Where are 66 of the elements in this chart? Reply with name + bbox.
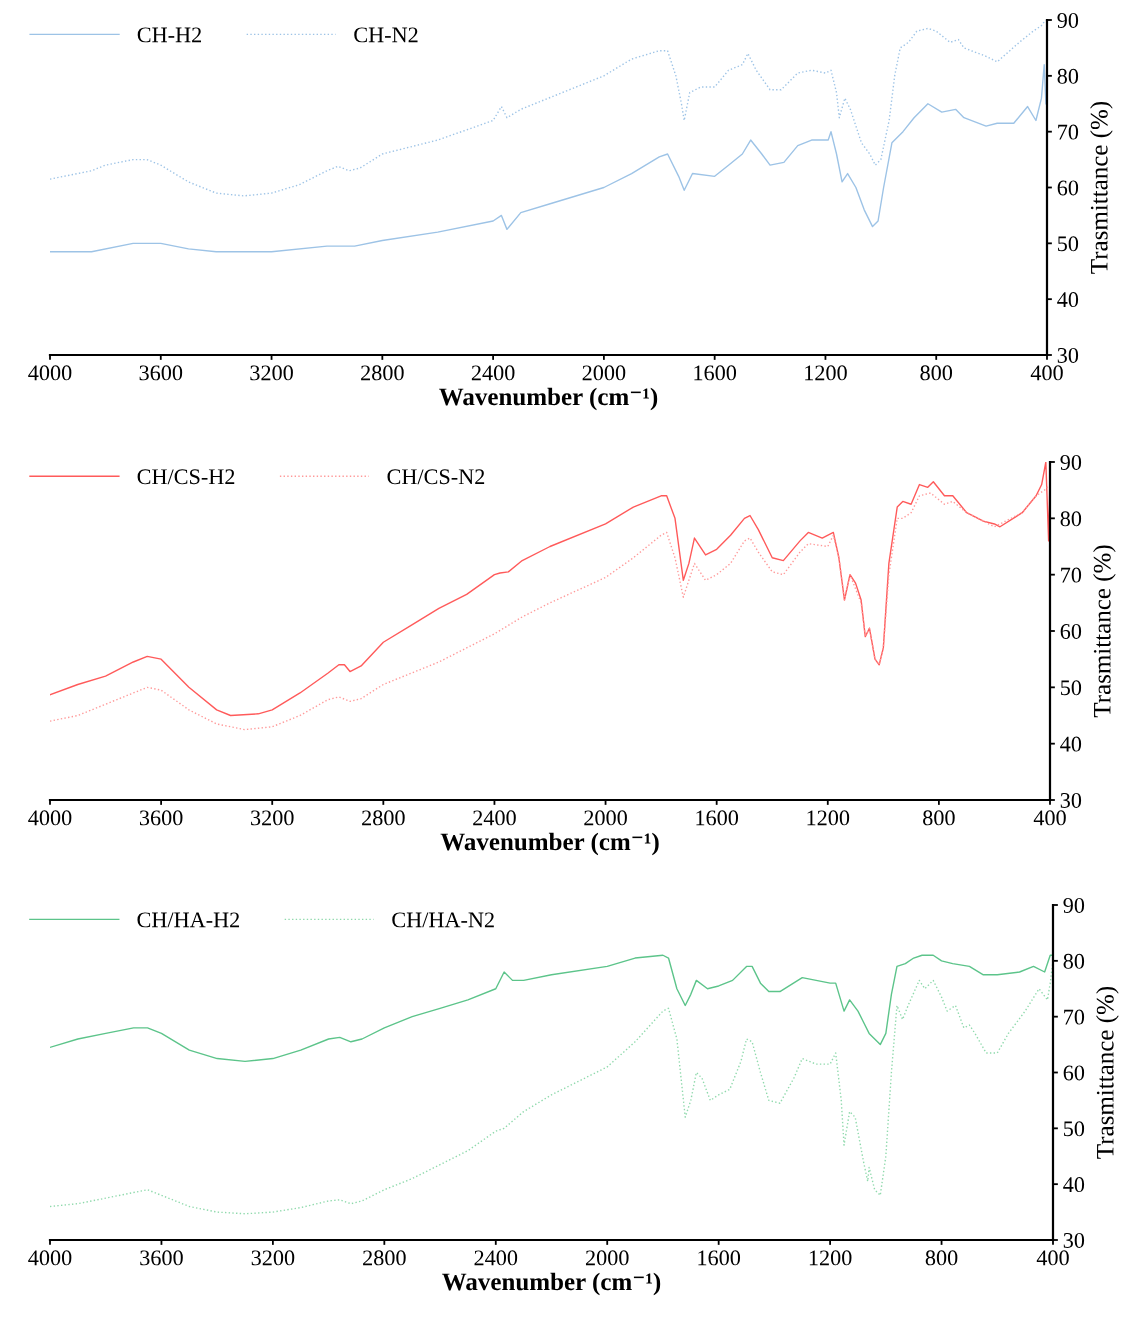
- x-tick-label: 2000: [585, 1250, 629, 1266]
- y-tick-label: 30: [1057, 347, 1079, 363]
- y-axis-title: Trasmittance (%): [1090, 101, 1113, 274]
- x-tick-label: 3200: [250, 365, 293, 381]
- y-tick-label: 70: [1061, 567, 1082, 583]
- x-tick-label: 2400: [473, 810, 516, 826]
- x-tick-label: 400: [1036, 1250, 1069, 1266]
- x-axis-title: Wavenumber (cm⁻¹): [439, 387, 658, 411]
- x-tick-label: 4000: [28, 365, 72, 381]
- y-tick-label: 30: [1060, 792, 1082, 808]
- y-tick-label: 70: [1064, 1009, 1085, 1025]
- legend-label: CH/CS-H2: [137, 469, 235, 485]
- y-axis-title: Trasmittance (%): [1093, 545, 1116, 718]
- x-tick-label: 800: [925, 1250, 958, 1266]
- y-tick-label: 60: [1060, 623, 1082, 639]
- x-tick-label: 3600: [139, 365, 183, 381]
- y-tick-label: 50: [1061, 680, 1082, 696]
- x-tick-label: 2800: [361, 365, 404, 381]
- line-series: [50, 954, 1053, 1063]
- y-tick-label: 60: [1063, 1065, 1085, 1081]
- x-tick-label: 2800: [363, 1250, 406, 1266]
- x-tick-label: 800: [920, 365, 953, 381]
- x-tick-label: 2800: [362, 810, 405, 826]
- line-series: [50, 20, 1047, 197]
- x-tick-label: 3600: [139, 810, 183, 826]
- legend-label: CH-H2: [137, 27, 201, 43]
- x-tick-label: 4000: [28, 810, 72, 826]
- y-tick-label: 80: [1057, 68, 1079, 84]
- y-tick-label: 80: [1063, 953, 1085, 969]
- y-tick-label: 50: [1058, 236, 1079, 252]
- x-tick-label: 1200: [807, 810, 850, 826]
- y-tick-label: 40: [1057, 292, 1079, 308]
- x-tick-label: 1600: [694, 365, 737, 381]
- x-tick-label: 3600: [140, 1250, 183, 1266]
- legend-label: CH/CS-N2: [387, 469, 485, 485]
- x-axis-title: Wavenumber (cm⁻¹): [440, 832, 659, 856]
- y-tick-label: 60: [1057, 180, 1079, 196]
- y-tick-label: 40: [1063, 1177, 1085, 1193]
- x-tick-label: 2400: [474, 1250, 518, 1266]
- y-tick-label: 90: [1063, 897, 1085, 913]
- y-tick-label: 50: [1064, 1121, 1085, 1137]
- y-tick-label: 30: [1063, 1232, 1085, 1248]
- y-tick-label: 90: [1060, 454, 1082, 470]
- y-tick-label: 70: [1058, 124, 1079, 140]
- y-axis-title: Trasmittance (%): [1096, 986, 1119, 1159]
- y-tick-label: 90: [1057, 12, 1079, 28]
- x-tick-label: 1200: [805, 365, 847, 381]
- x-tick-label: 3200: [251, 1250, 295, 1266]
- x-tick-label: 800: [923, 810, 955, 826]
- legend-label: CH-N2: [354, 27, 418, 43]
- y-tick-label: 40: [1060, 736, 1082, 752]
- x-tick-label: 2000: [582, 365, 626, 381]
- x-tick-label: 1600: [696, 810, 739, 826]
- x-tick-label: 1600: [698, 1250, 741, 1266]
- x-tick-label: 400: [1030, 365, 1063, 381]
- x-tick-label: 3200: [251, 810, 294, 826]
- x-tick-label: 2000: [584, 810, 627, 826]
- x-axis-title: Wavenumber (cm⁻¹): [442, 1272, 661, 1296]
- x-tick-label: 1200: [809, 1250, 852, 1266]
- x-tick-label: 400: [1033, 810, 1066, 826]
- line-series: [50, 63, 1047, 253]
- legend-label: CH/HA-N2: [392, 912, 494, 928]
- legend-label: CH/HA-H2: [137, 912, 240, 928]
- y-tick-label: 80: [1060, 511, 1082, 527]
- x-tick-label: 2400: [471, 365, 515, 381]
- x-tick-label: 4000: [28, 1250, 72, 1266]
